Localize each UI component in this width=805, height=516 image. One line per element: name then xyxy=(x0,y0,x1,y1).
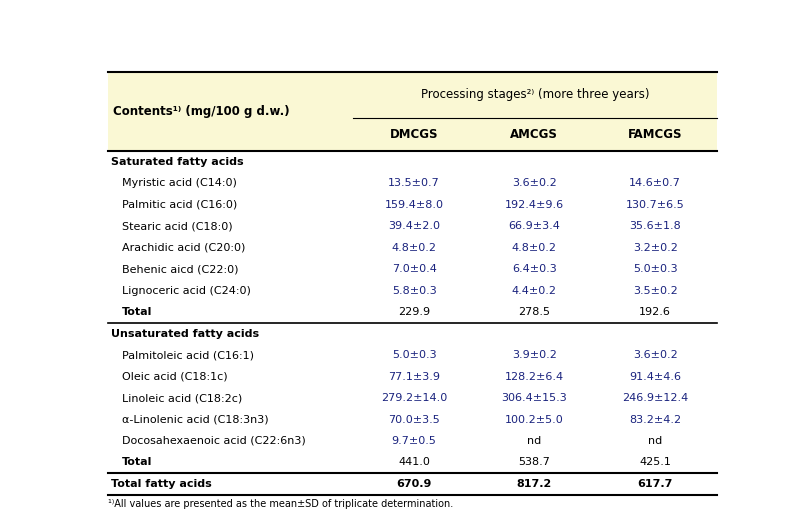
Text: Total: Total xyxy=(122,457,152,467)
Text: 7.0±0.4: 7.0±0.4 xyxy=(392,264,436,275)
Text: DMCGS: DMCGS xyxy=(390,128,439,141)
Text: 617.7: 617.7 xyxy=(638,479,673,489)
Text: 4.8±0.2: 4.8±0.2 xyxy=(391,243,436,253)
Text: FAMCGS: FAMCGS xyxy=(628,128,683,141)
Text: α-Linolenic acid (C18:3n3): α-Linolenic acid (C18:3n3) xyxy=(122,414,268,425)
Bar xyxy=(108,118,717,151)
Text: Total fatty acids: Total fatty acids xyxy=(111,479,212,489)
Text: 3.6±0.2: 3.6±0.2 xyxy=(633,350,678,360)
Text: 77.1±3.9: 77.1±3.9 xyxy=(388,372,440,382)
Text: 670.9: 670.9 xyxy=(396,479,431,489)
Text: 441.0: 441.0 xyxy=(398,457,430,467)
Text: 91.4±4.6: 91.4±4.6 xyxy=(630,372,681,382)
Text: Palmitic acid (C16:0): Palmitic acid (C16:0) xyxy=(122,200,237,210)
Text: Oleic acid (C18:1c): Oleic acid (C18:1c) xyxy=(122,372,228,382)
Text: 130.7±6.5: 130.7±6.5 xyxy=(625,200,684,210)
Text: Palmitoleic acid (C16:1): Palmitoleic acid (C16:1) xyxy=(122,350,254,360)
Text: Arachidic acid (C20:0): Arachidic acid (C20:0) xyxy=(122,243,246,253)
Text: Linoleic acid (C18:2c): Linoleic acid (C18:2c) xyxy=(122,393,242,403)
Text: Stearic acid (C18:0): Stearic acid (C18:0) xyxy=(122,221,233,231)
Text: 4.4±0.2: 4.4±0.2 xyxy=(512,286,557,296)
Text: 4.8±0.2: 4.8±0.2 xyxy=(512,243,557,253)
Text: 5.0±0.3: 5.0±0.3 xyxy=(633,264,678,275)
Text: 128.2±6.4: 128.2±6.4 xyxy=(505,372,564,382)
Text: 192.6: 192.6 xyxy=(639,307,671,317)
Text: Behenic aicd (C22:0): Behenic aicd (C22:0) xyxy=(122,264,238,275)
Text: 425.1: 425.1 xyxy=(639,457,671,467)
Text: 3.5±0.2: 3.5±0.2 xyxy=(633,286,678,296)
Text: 13.5±0.7: 13.5±0.7 xyxy=(388,179,440,188)
Text: 100.2±5.0: 100.2±5.0 xyxy=(505,414,564,425)
Text: ¹⁾All values are presented as the mean±SD of triplicate determination.: ¹⁾All values are presented as the mean±S… xyxy=(108,499,453,509)
Text: 279.2±14.0: 279.2±14.0 xyxy=(381,393,448,403)
Text: Lignoceric acid (C24:0): Lignoceric acid (C24:0) xyxy=(122,286,250,296)
Text: 6.4±0.3: 6.4±0.3 xyxy=(512,264,556,275)
Text: 39.4±2.0: 39.4±2.0 xyxy=(388,221,440,231)
Text: Docosahexaenoic acid (C22:6n3): Docosahexaenoic acid (C22:6n3) xyxy=(122,436,306,446)
Text: 35.6±1.8: 35.6±1.8 xyxy=(630,221,681,231)
Text: nd: nd xyxy=(527,436,541,446)
Text: 14.6±0.7: 14.6±0.7 xyxy=(630,179,681,188)
Text: 3.9±0.2: 3.9±0.2 xyxy=(512,350,556,360)
Text: 246.9±12.4: 246.9±12.4 xyxy=(622,393,688,403)
Text: 306.4±15.3: 306.4±15.3 xyxy=(502,393,567,403)
Text: 159.4±8.0: 159.4±8.0 xyxy=(385,200,444,210)
Text: Total: Total xyxy=(122,307,152,317)
Text: 3.6±0.2: 3.6±0.2 xyxy=(512,179,556,188)
Text: 66.9±3.4: 66.9±3.4 xyxy=(508,221,560,231)
Text: 5.0±0.3: 5.0±0.3 xyxy=(392,350,436,360)
Text: Saturated fatty acids: Saturated fatty acids xyxy=(111,157,244,167)
Text: Processing stages²⁾ (more three years): Processing stages²⁾ (more three years) xyxy=(421,88,650,101)
Text: 538.7: 538.7 xyxy=(518,457,550,467)
Bar xyxy=(108,72,717,118)
Text: 817.2: 817.2 xyxy=(517,479,552,489)
Text: Unsaturated fatty acids: Unsaturated fatty acids xyxy=(111,329,259,338)
Text: Contents¹⁾ (mg/100 g d.w.): Contents¹⁾ (mg/100 g d.w.) xyxy=(113,105,290,118)
Text: AMCGS: AMCGS xyxy=(510,128,558,141)
Text: nd: nd xyxy=(648,436,663,446)
Text: Myristic acid (C14:0): Myristic acid (C14:0) xyxy=(122,179,237,188)
Text: 3.2±0.2: 3.2±0.2 xyxy=(633,243,678,253)
Text: 278.5: 278.5 xyxy=(518,307,551,317)
Text: 229.9: 229.9 xyxy=(398,307,430,317)
Text: 70.0±3.5: 70.0±3.5 xyxy=(388,414,440,425)
Text: 83.2±4.2: 83.2±4.2 xyxy=(630,414,681,425)
Text: 192.4±9.6: 192.4±9.6 xyxy=(505,200,564,210)
Text: 5.8±0.3: 5.8±0.3 xyxy=(392,286,436,296)
Text: 9.7±0.5: 9.7±0.5 xyxy=(392,436,436,446)
